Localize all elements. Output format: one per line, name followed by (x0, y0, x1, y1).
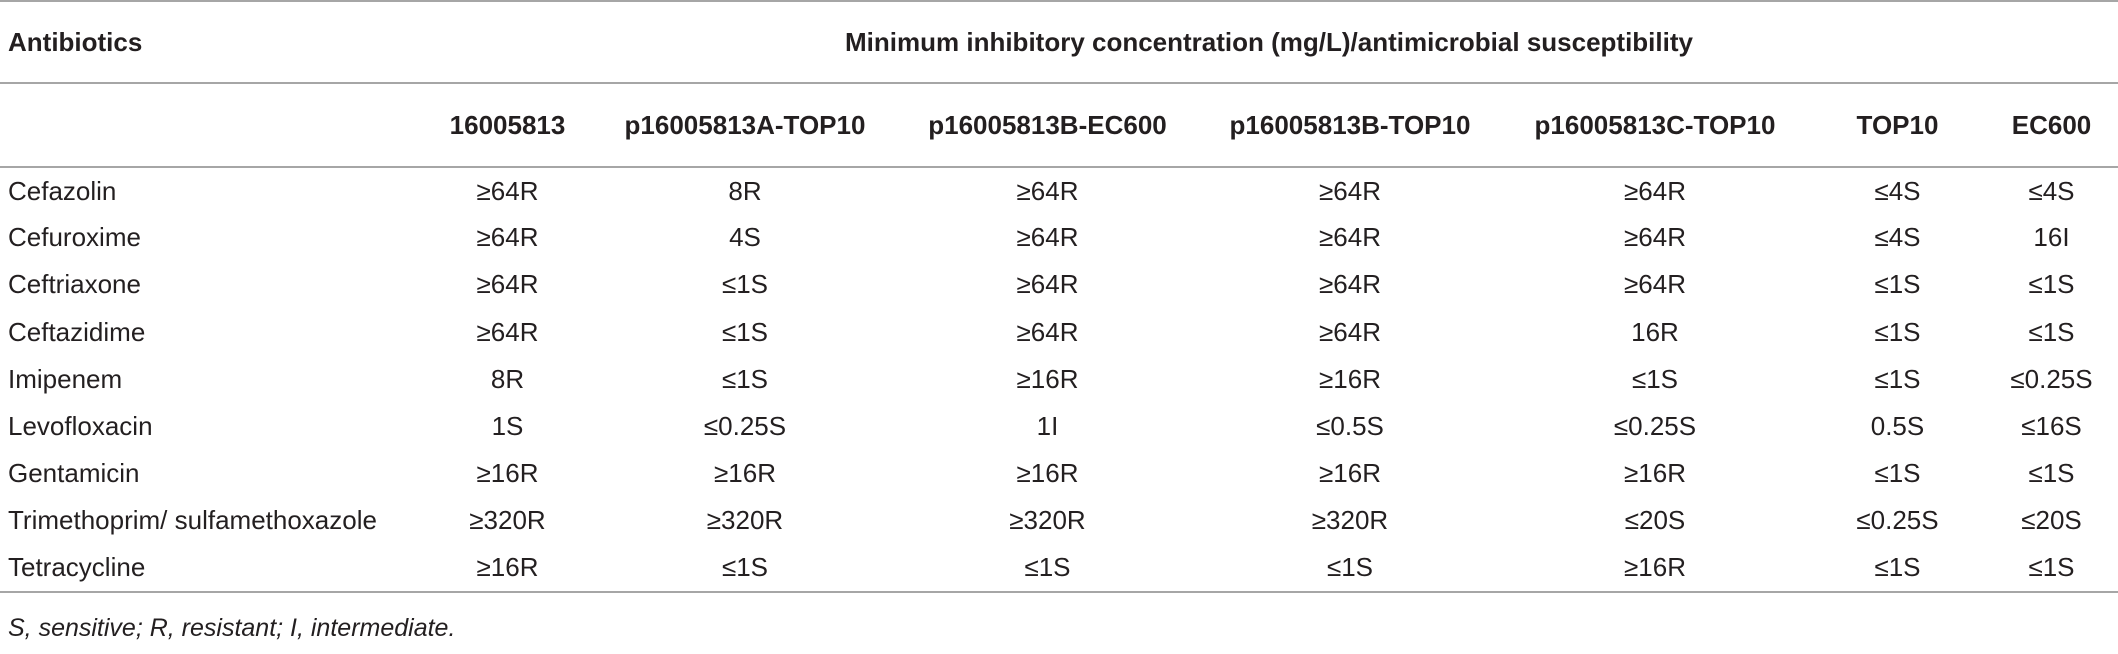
mic-value-cell: ≤1S (1631, 363, 1679, 394)
mic-value-cell: 16R (1631, 316, 1679, 347)
antibiotic-name: Cefazolin (0, 165, 420, 215)
antibiotic-name: Cefuroxime (8, 222, 141, 253)
mic-value-cell: ≤1S (721, 316, 769, 347)
column-header: p16005813B-EC600 (928, 109, 1167, 140)
mic-value-cell: ≥320R (1311, 505, 1389, 536)
mic-value-cell: ≥16R (1624, 458, 1686, 489)
mic-value-cell: ≤20S (2021, 505, 2082, 536)
table-row: Levofloxacin 1S ≤0.25S 1I ≤0.5S ≤0.25S 0.5S ≤16… (0, 403, 2118, 450)
mic-value-cell: ≥64R (895, 165, 1200, 215)
mic-value-cell: ≤0.25S (703, 411, 787, 442)
antibiotic-name: Ceftazidime (8, 316, 146, 347)
mic-value-cell: ≥64R (1200, 165, 1500, 215)
mic-value-cell: ≤1S (1874, 316, 1921, 347)
mic-value-cell: 1S (491, 411, 524, 442)
header-row-group: Antibiotics Minimum inhibitory concentra… (0, 0, 2118, 84)
mic-value-cell: ≤1S (895, 544, 1200, 593)
mic-value-cell: ≥16R (476, 458, 539, 489)
mic-value-cell: ≥16R (1500, 544, 1810, 593)
mic-value-cell: ≥320R (1009, 505, 1086, 536)
antibiotic-name: Ceftriaxone (8, 269, 141, 300)
mic-value-cell: ≥64R (476, 222, 539, 253)
table-row: Cefazolin ≥64R 8R ≥64R ≥64R ≥64R ≤4S ≤4S (0, 165, 2118, 215)
header-row-columns: 16005813 p16005813A-TOP10 p16005813B-EC600… (0, 83, 2118, 167)
mic-value-cell: 4S (729, 222, 761, 253)
mic-value-cell: ≥16R (420, 544, 595, 593)
mic-value-cell: ≥64R (1016, 222, 1079, 253)
mic-value-cell: ≤0.5S (1316, 411, 1384, 442)
table-row: Imipenem 8R ≤1S ≥16R ≥16R ≤1S ≤1S ≤0.25S (0, 356, 2118, 403)
antibiotic-name: Levofloxacin (8, 411, 153, 442)
header-antibiotics: Antibiotics (0, 0, 420, 84)
antibiotic-name: Imipenem (8, 363, 123, 394)
mic-value-cell: ≥64R (476, 269, 539, 300)
antibiotic-name: Tetracycline (0, 544, 420, 593)
mic-value-cell: ≥320R (706, 505, 784, 536)
mic-value-cell: ≥320R (469, 505, 546, 536)
header-blank (0, 83, 420, 167)
mic-value-cell: ≤1S (1874, 458, 1921, 489)
mic-value-cell: ≥64R (1016, 269, 1079, 300)
mic-value-cell: 16I (2033, 222, 2070, 253)
mic-value-cell: ≤20S (1624, 505, 1686, 536)
antibiotic-name: Gentamicin (8, 458, 140, 489)
mic-value-cell: ≤1S (721, 363, 769, 394)
mic-value-cell: ≥64R (1319, 316, 1381, 347)
column-header: p16005813A-TOP10 (624, 109, 866, 140)
mic-value-cell: ≤1S (1810, 544, 1985, 593)
mic-value-cell: ≤4S (1874, 222, 1921, 253)
table-row: Trimethoprim/ sulfamethoxazole ≥320R ≥320R… (0, 497, 2118, 544)
mic-value-cell: ≤4S (1810, 165, 1985, 215)
mic-value-cell: ≥64R (1624, 269, 1686, 300)
mic-value-cell: 1I (1036, 411, 1059, 442)
mic-value-cell: ≥64R (476, 316, 539, 347)
mic-value-cell: ≤0.25S (1613, 411, 1697, 442)
mic-value-cell: ≥16R (1016, 363, 1079, 394)
mic-value-cell: ≤0.25S (1856, 505, 1939, 536)
column-header: 16005813 (449, 109, 566, 140)
mic-value-cell: 8R (490, 363, 525, 394)
mic-value-cell: ≥64R (1624, 222, 1686, 253)
table-row: Tetracycline ≥16R ≤1S ≤1S ≤1S ≥16R ≤1S ≤1S (0, 544, 2118, 593)
column-header: EC600 (2011, 109, 2092, 140)
mic-value-cell: ≥64R (420, 165, 595, 215)
mic-value-cell: ≤1S (721, 269, 769, 300)
mic-value-cell: ≥64R (1016, 316, 1079, 347)
antibiotic-name: Trimethoprim/ sulfamethoxazole (8, 505, 377, 536)
mic-value-cell: ≥16R (714, 458, 776, 489)
mic-value-cell: ≤4S (1985, 165, 2118, 215)
column-header: TOP10 (1856, 109, 1939, 140)
table-row: Ceftriaxone ≥64R ≤1S ≥64R ≥64R ≥64R ≤1S ≤1S (0, 261, 2118, 308)
mic-value-cell: ≤16S (2021, 411, 2082, 442)
mic-table: Antibiotics Minimum inhibitory concentra… (0, 0, 2118, 593)
mic-value-cell: ≤1S (2028, 316, 2075, 347)
mic-value-cell: ≤1S (2028, 458, 2075, 489)
table-row: Gentamicin ≥16R ≥16R ≥16R ≥16R ≥16R ≤1S ≤1S (0, 450, 2118, 497)
column-header: p16005813B-TOP10 (1229, 109, 1471, 140)
table-row: Cefuroxime ≥64R 4S ≥64R ≥64R ≥64R ≤4S 16I (0, 214, 2118, 261)
table-body: Cefazolin ≥64R 8R ≥64R ≥64R ≥64R ≤4S ≤4S Cefurox… (0, 165, 2118, 593)
mic-value-cell: ≤1S (1874, 363, 1921, 394)
mic-value-cell: ≥16R (1319, 363, 1381, 394)
header-mic-group: Minimum inhibitory concentration (mg/L)/… (420, 0, 2118, 84)
mic-value-cell: ≥16R (1319, 458, 1381, 489)
mic-value-cell: ≤1S (1874, 269, 1921, 300)
mic-value-cell: ≤1S (1985, 544, 2118, 593)
mic-value-cell: 8R (595, 165, 895, 215)
mic-value-cell: ≤1S (2028, 269, 2075, 300)
mic-value-cell: ≥16R (1016, 458, 1079, 489)
mic-value-cell: 0.5S (1870, 411, 1925, 442)
mic-value-cell: ≥64R (1319, 269, 1381, 300)
mic-value-cell: ≥64R (1500, 165, 1810, 215)
mic-value-cell: ≥64R (1319, 222, 1381, 253)
table-row: Ceftazidime ≥64R ≤1S ≥64R ≥64R 16R ≤1S ≤1S (0, 309, 2118, 356)
mic-value-cell: ≤0.25S (2010, 363, 2093, 394)
mic-value-cell: ≤1S (1200, 544, 1500, 593)
mic-value-cell: ≤1S (595, 544, 895, 593)
table-footnote: S, sensitive; R, resistant; I, intermedi… (8, 614, 456, 642)
column-header: p16005813C-TOP10 (1534, 109, 1776, 140)
